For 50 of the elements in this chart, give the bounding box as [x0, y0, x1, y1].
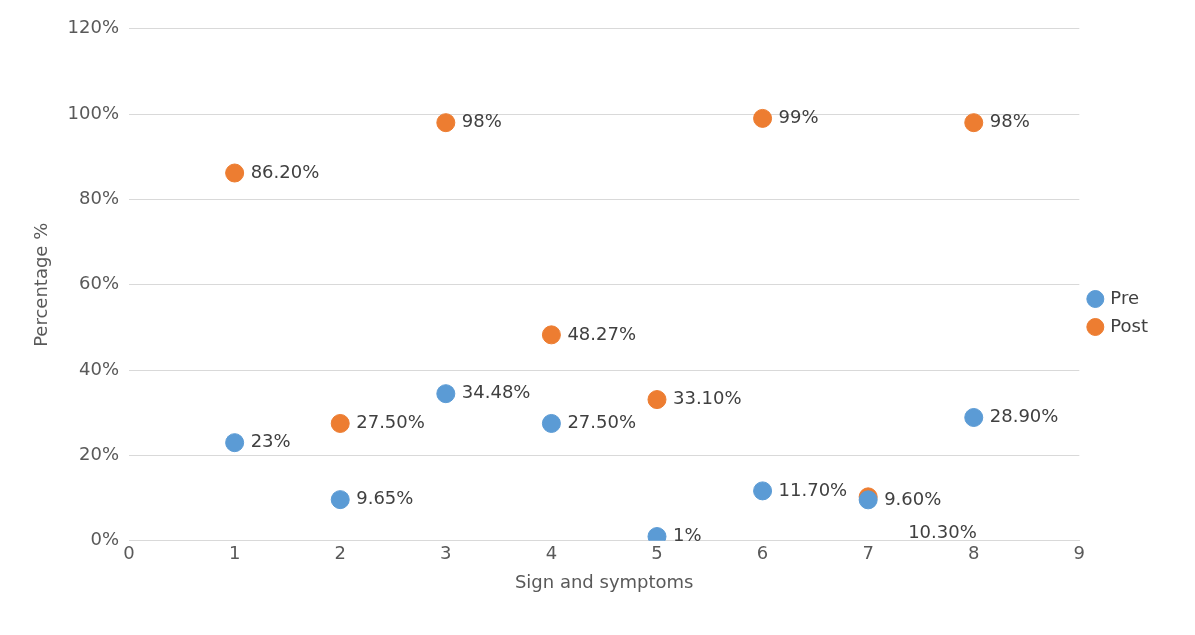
- data-label: 23%: [250, 430, 291, 452]
- point: [436, 384, 456, 404]
- point: [964, 113, 984, 133]
- x-tick-label: 7: [862, 542, 874, 564]
- y-tick-label: 20%: [79, 443, 120, 465]
- x-tick-label: 0: [123, 542, 135, 564]
- data-label: 28.90%: [989, 405, 1059, 427]
- x-tick-label: 9: [1073, 542, 1086, 564]
- point: [225, 433, 245, 453]
- data-label: 9.60%: [884, 487, 942, 509]
- point: [753, 481, 773, 501]
- data-label: 9.65%: [356, 487, 414, 509]
- data-label: 98%: [989, 110, 1030, 132]
- y-tick-label: 40%: [79, 357, 120, 379]
- point: [541, 325, 561, 345]
- data-label: 10.30%: [908, 520, 977, 542]
- data-label: 27.50%: [567, 411, 637, 433]
- x-axis-title: Sign and symptoms: [514, 570, 694, 592]
- y-tick-label: 120%: [67, 16, 120, 38]
- point: [330, 413, 350, 433]
- point: [436, 113, 456, 133]
- point: [225, 163, 245, 183]
- x-tick-label: 1: [228, 542, 241, 564]
- x-tick-label: 5: [651, 542, 663, 564]
- data-label: 99%: [778, 106, 819, 128]
- point: [541, 413, 561, 433]
- x-tick-label: 6: [756, 542, 769, 564]
- x-tick-label: 3: [440, 542, 452, 564]
- data-label: 33.10%: [672, 387, 742, 409]
- y-tick-label: 100%: [67, 101, 120, 123]
- data-label: 98%: [461, 110, 502, 132]
- point: [753, 108, 773, 128]
- data-label: 11.70%: [778, 478, 848, 500]
- x-tick-label: 8: [968, 542, 980, 564]
- y-tick-label: 60%: [79, 272, 120, 294]
- data-label: 48.27%: [567, 322, 637, 344]
- x-tick-label: 4: [545, 542, 558, 564]
- data-label: 27.50%: [356, 411, 425, 433]
- y-tick-label: 0%: [90, 528, 120, 550]
- legend-label: Pre: [1110, 286, 1139, 308]
- point: [964, 407, 984, 427]
- x-tick-label: 2: [334, 542, 346, 564]
- data-label: 34.48%: [461, 381, 531, 403]
- y-axis-title: Percentage %: [30, 222, 52, 347]
- y-tick-label: 80%: [79, 187, 120, 209]
- data-label: 86.20%: [250, 160, 320, 182]
- point: [330, 490, 350, 510]
- point: [647, 390, 667, 410]
- data-label: 1%: [672, 524, 702, 546]
- legend-label: Post: [1110, 314, 1149, 336]
